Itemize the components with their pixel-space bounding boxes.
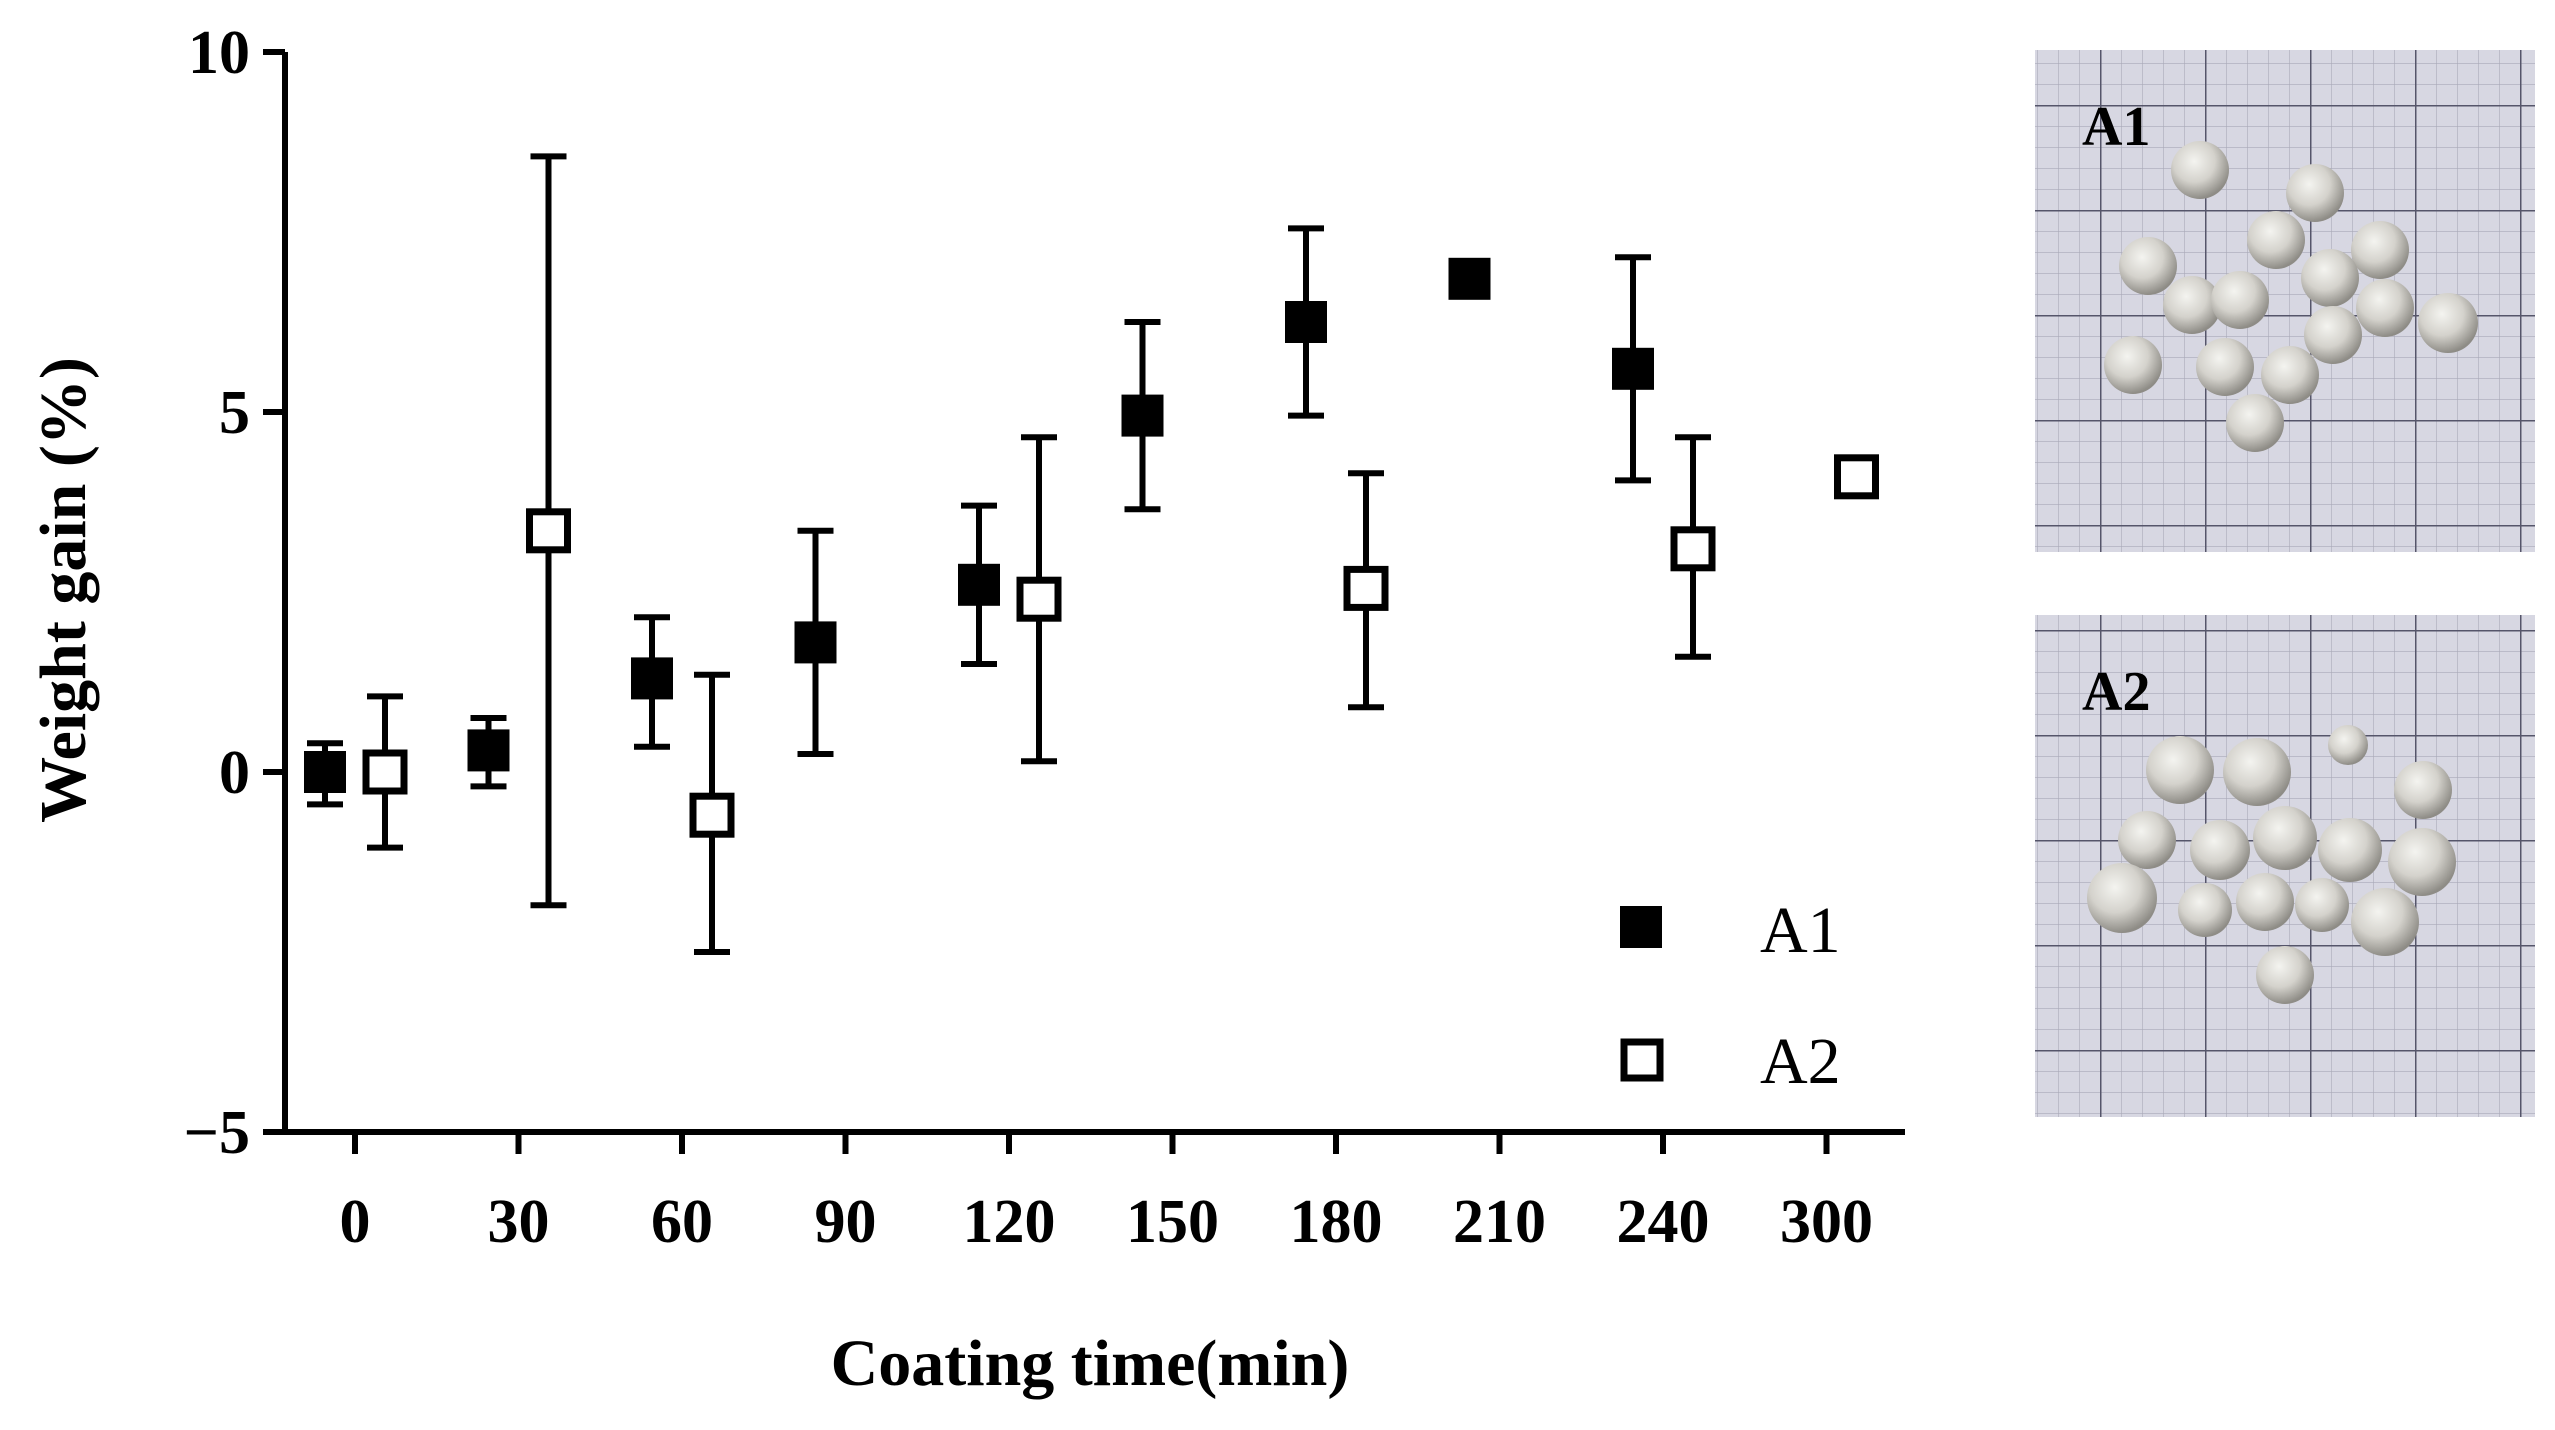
x-tick-label: 60 (651, 1188, 713, 1256)
point-a2 (689, 792, 735, 838)
point-a1 (1612, 347, 1654, 390)
photo-a1: A1 (2035, 50, 2535, 552)
point-a2 (362, 749, 408, 795)
y-tick-label: −5 (184, 1099, 250, 1167)
photo-label-a2: A2 (2082, 661, 2150, 723)
point-a2 (526, 508, 571, 554)
x-tick-label: 150 (1126, 1188, 1219, 1256)
point-a1 (794, 621, 837, 664)
beads-a1 (2104, 141, 2478, 452)
axes (263, 49, 1905, 1154)
point-a1 (467, 729, 510, 772)
point-a2 (1016, 576, 1062, 622)
legend: A1 A2 (1620, 894, 1841, 1098)
beads-a2 (2087, 725, 2456, 1004)
data-marks (304, 153, 1879, 955)
x-tick-labels: 0 30 60 90 120 150 180 210 240 300 (340, 1188, 1874, 1256)
y-tick-label: 5 (219, 379, 250, 447)
x-tick-label: 0 (340, 1188, 371, 1256)
point-a2 (1834, 454, 1879, 500)
y-axis-title: Weight gain (%) (27, 357, 100, 823)
point-a1 (1121, 394, 1164, 437)
y-tick-label: 0 (219, 739, 250, 807)
legend-marker-a1 (1620, 906, 1662, 948)
x-tick-label: 240 (1617, 1188, 1710, 1256)
x-tick-label: 90 (815, 1188, 877, 1256)
photo-a2: A2 (2035, 615, 2535, 1117)
legend-label-a2: A2 (1760, 1025, 1841, 1098)
point-a2 (1343, 565, 1389, 611)
legend-label-a1: A1 (1760, 894, 1841, 967)
x-tick-label: 30 (488, 1188, 550, 1256)
photo-label-a1: A1 (2082, 96, 2150, 158)
x-tick-label: 300 (1780, 1188, 1873, 1256)
point-a1 (1448, 257, 1491, 300)
legend-marker-a2 (1620, 1038, 1664, 1082)
x-tick-label: 210 (1453, 1188, 1546, 1256)
point-a1 (631, 657, 673, 700)
x-tick-label: 180 (1290, 1188, 1383, 1256)
point-a2 (1670, 526, 1716, 572)
x-tick-label: 120 (963, 1188, 1056, 1256)
point-a1 (1285, 301, 1327, 343)
x-axis-title: Coating time(min) (831, 1327, 1350, 1400)
point-a1 (958, 563, 1000, 606)
point-a1 (304, 751, 346, 793)
y-tick-labels: −5 0 5 10 (184, 19, 250, 1167)
y-tick-label: 10 (188, 19, 250, 87)
